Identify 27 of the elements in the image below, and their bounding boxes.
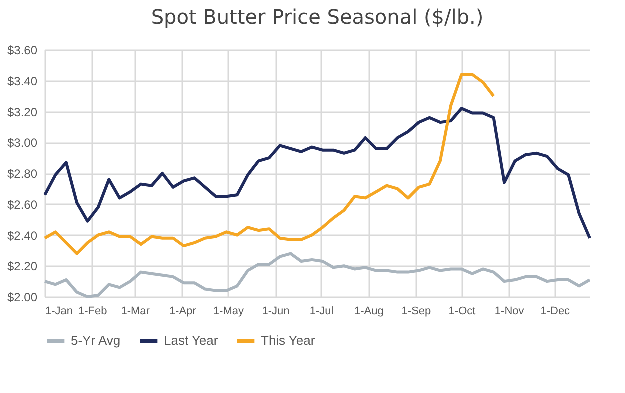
x-tick-label: 1-Mar: [121, 306, 150, 318]
line-series: [44, 73, 496, 256]
line-series: [44, 107, 592, 240]
y-tick-label: $3.60: [7, 44, 38, 58]
legend-label: Last Year: [164, 333, 219, 348]
legend-label: This Year: [261, 333, 316, 348]
x-tick-label: 1-Feb: [78, 306, 108, 318]
y-tick-label: $2.20: [7, 260, 38, 274]
x-tick-label: 1-Nov: [494, 306, 525, 318]
y-tick-label: $2.80: [7, 167, 38, 181]
chart-title: Spot Butter Price Seasonal ($/lb.): [151, 5, 484, 29]
y-tick-label: $3.20: [7, 105, 38, 120]
y-tick-label: $3.40: [7, 74, 38, 88]
legend-label: 5-Yr Avg: [71, 333, 121, 348]
x-tick-label: 1-Jul: [310, 306, 334, 318]
y-tick-label: $2.60: [7, 198, 38, 212]
y-tick-label: $3.00: [7, 136, 38, 150]
x-tick-label: 1-Oct: [448, 306, 476, 318]
x-tick-label: 1-May: [213, 306, 244, 318]
x-tick-label: 1-Jun: [262, 306, 290, 318]
y-tick-label: $2.40: [7, 228, 38, 243]
y-tick-label: $2.00: [7, 290, 38, 304]
x-tick-label: 1-Apr: [169, 306, 197, 318]
x-tick-label: 1-Jan: [46, 306, 74, 318]
x-tick-label: 1-Dec: [540, 306, 571, 318]
x-tick-label: 1-Aug: [354, 306, 384, 318]
x-tick-label: 1-Sep: [402, 306, 432, 318]
